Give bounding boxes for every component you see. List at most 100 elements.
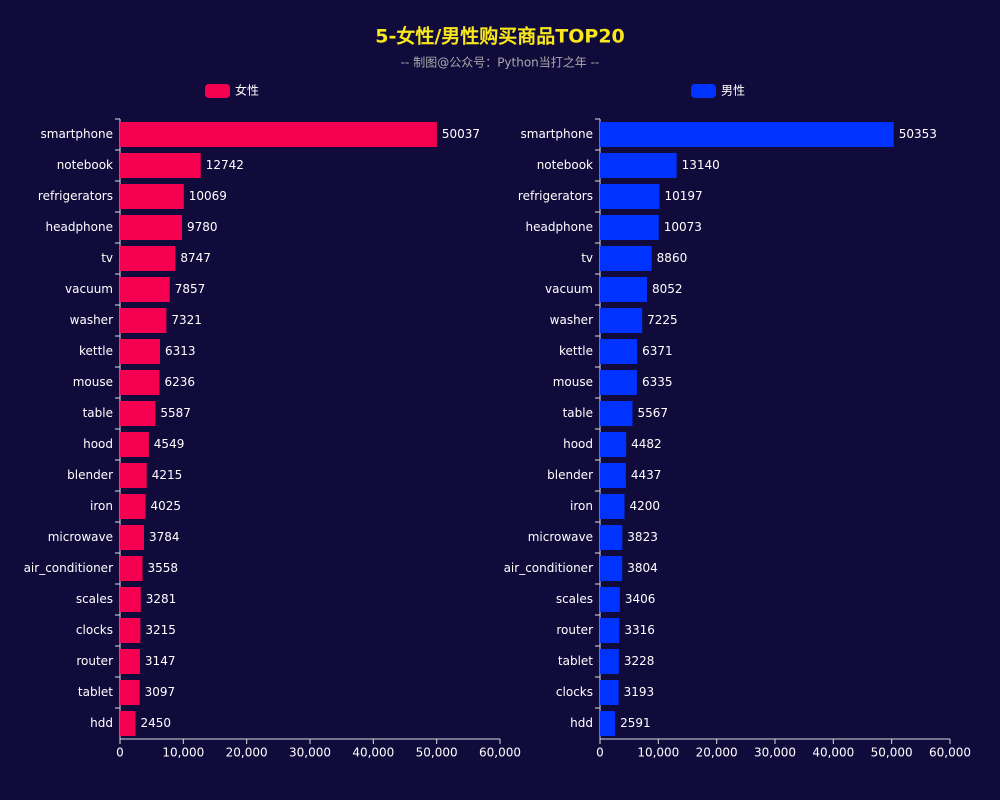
bar <box>120 494 146 519</box>
x-tick-label: 60,000 <box>479 746 521 760</box>
y-tick-label: table <box>563 406 593 420</box>
x-tick-label: 30,000 <box>754 746 796 760</box>
value-label: 7321 <box>171 313 202 327</box>
y-tick-label: kettle <box>79 344 113 358</box>
bar <box>120 525 144 550</box>
value-label: 2450 <box>141 716 172 730</box>
x-tick-label: 60,000 <box>929 746 971 760</box>
bar <box>600 463 626 488</box>
bar <box>600 401 633 426</box>
value-label: 4437 <box>631 468 662 482</box>
bar <box>600 215 659 240</box>
bar <box>600 525 623 550</box>
bar <box>120 215 182 240</box>
y-tick-label: blender <box>547 468 593 482</box>
chart-subtitle: -- 制图@公众号：Python当打之年 -- <box>401 56 600 70</box>
value-label: 3228 <box>624 654 655 668</box>
bar <box>600 680 619 705</box>
y-tick-label: scales <box>76 592 113 606</box>
value-label: 5587 <box>160 406 191 420</box>
bar <box>600 308 643 333</box>
value-label: 13140 <box>682 158 720 172</box>
y-tick-label: mouse <box>553 375 593 389</box>
y-tick-label: hood <box>563 437 593 451</box>
y-tick-label: clocks <box>76 623 113 637</box>
bar <box>600 184 660 209</box>
value-label: 8747 <box>180 251 211 265</box>
y-tick-label: hdd <box>570 716 593 730</box>
value-label: 4025 <box>150 499 181 513</box>
value-label: 3147 <box>145 654 176 668</box>
y-tick-label: iron <box>90 499 113 513</box>
legend-label: 男性 <box>721 84 745 98</box>
bar <box>120 401 156 426</box>
y-tick-label: microwave <box>528 530 593 544</box>
value-label: 3281 <box>146 592 177 606</box>
value-label: 3823 <box>627 530 658 544</box>
value-label: 50037 <box>442 127 480 141</box>
legend-label: 女性 <box>235 83 259 98</box>
bar <box>120 153 201 178</box>
value-label: 7225 <box>647 313 678 327</box>
x-tick-label: 20,000 <box>696 746 738 760</box>
y-tick-label: headphone <box>525 220 593 234</box>
y-tick-label: refrigerators <box>518 189 593 203</box>
bar <box>600 649 619 674</box>
bar <box>120 649 140 674</box>
value-label: 3406 <box>625 592 656 606</box>
value-label: 3316 <box>624 623 655 637</box>
bar <box>120 308 167 333</box>
x-tick-label: 0 <box>116 746 124 760</box>
bar <box>120 618 141 643</box>
value-label: 3784 <box>149 530 180 544</box>
bar <box>120 184 184 209</box>
value-label: 4482 <box>631 437 662 451</box>
value-label: 3558 <box>148 561 179 575</box>
y-tick-label: kettle <box>559 344 593 358</box>
value-label: 3097 <box>145 685 176 699</box>
x-tick-label: 40,000 <box>352 746 394 760</box>
bar <box>600 246 652 271</box>
y-tick-label: iron <box>570 499 593 513</box>
y-tick-label: microwave <box>48 530 113 544</box>
x-tick-label: 10,000 <box>162 746 204 760</box>
bar <box>600 339 638 364</box>
bar <box>120 122 437 147</box>
value-label: 8860 <box>657 251 688 265</box>
y-tick-label: blender <box>67 468 113 482</box>
x-tick-label: 10,000 <box>637 746 679 760</box>
y-tick-label: vacuum <box>545 282 593 296</box>
y-tick-label: smartphone <box>41 127 114 141</box>
bar <box>600 556 623 581</box>
y-tick-label: tv <box>581 251 593 265</box>
y-tick-label: clocks <box>556 685 593 699</box>
y-tick-label: scales <box>556 592 593 606</box>
value-label: 10069 <box>189 189 227 203</box>
y-tick-label: refrigerators <box>38 189 113 203</box>
value-label: 12742 <box>206 158 244 172</box>
bar <box>120 370 160 395</box>
value-label: 10197 <box>664 189 702 203</box>
legend-swatch <box>205 84 230 98</box>
bar <box>600 370 637 395</box>
value-label: 7857 <box>175 282 206 296</box>
y-tick-label: router <box>76 654 113 668</box>
value-label: 9780 <box>187 220 218 234</box>
y-tick-label: smartphone <box>521 127 594 141</box>
y-tick-label: table <box>83 406 113 420</box>
legend-swatch <box>691 84 716 98</box>
chart-title: 5-女性/男性购买商品TOP20 <box>375 25 625 48</box>
value-label: 10073 <box>664 220 702 234</box>
bar <box>600 587 620 612</box>
y-tick-label: hdd <box>90 716 113 730</box>
bar <box>120 432 149 457</box>
bar <box>120 680 140 705</box>
bar <box>120 246 176 271</box>
x-tick-label: 20,000 <box>226 746 268 760</box>
y-tick-label: notebook <box>57 158 113 172</box>
bar <box>120 277 170 302</box>
value-label: 6313 <box>165 344 196 358</box>
bar <box>120 339 160 364</box>
